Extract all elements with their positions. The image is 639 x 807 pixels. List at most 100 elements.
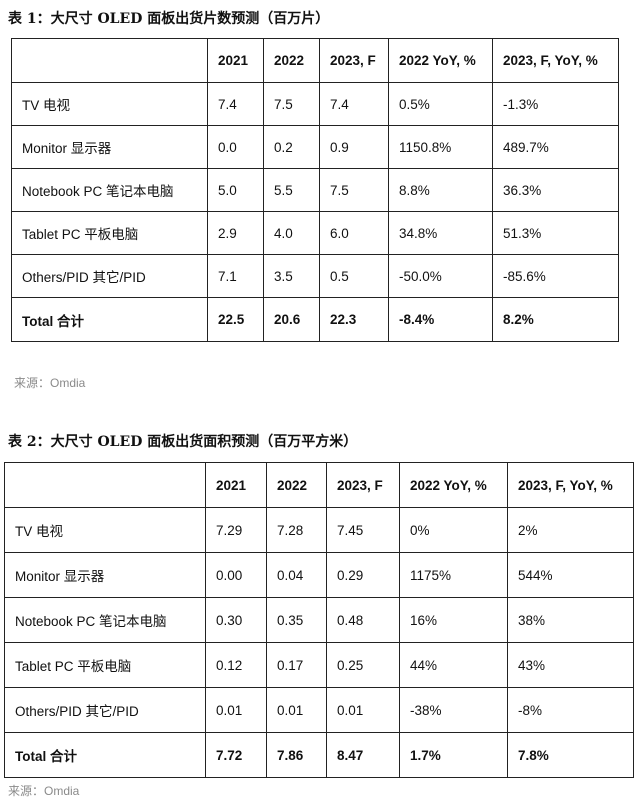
table-row: Tablet PC 平板电脑 0.12 0.17 0.25 44% 43% bbox=[4, 642, 634, 688]
table-cell: 0.5% bbox=[388, 82, 493, 126]
table1-source: 来源：Omdia bbox=[14, 376, 86, 390]
table-cell: 0.01 bbox=[326, 687, 400, 733]
table-total-row: Total 合计 22.5 20.6 22.3 -8.4% 8.2% bbox=[11, 297, 619, 342]
table-cell: 51.3% bbox=[492, 211, 619, 255]
header-cell: 2023, F bbox=[319, 38, 389, 83]
table-row: Monitor 显示器 0.00 0.04 0.29 1175% 544% bbox=[4, 552, 634, 598]
table1-caption: 表 1：大尺寸 OLED 面板出货片数预测（百万片） bbox=[8, 11, 330, 27]
table-cell: 0.30 bbox=[205, 597, 267, 643]
table-cell: 0% bbox=[399, 507, 508, 553]
row-label: Tablet PC 平板电脑 bbox=[4, 642, 206, 688]
table-cell: 2% bbox=[507, 507, 634, 553]
table-cell: 8.8% bbox=[388, 168, 493, 212]
header-cell bbox=[11, 38, 208, 83]
table-cell: 7.28 bbox=[266, 507, 327, 553]
header-cell: 2023, F bbox=[326, 462, 400, 508]
table-cell: 0.01 bbox=[205, 687, 267, 733]
row-label: Notebook PC 笔记本电脑 bbox=[4, 597, 206, 643]
table-row: TV 电视 7.4 7.5 7.4 0.5% -1.3% bbox=[11, 82, 619, 126]
header-cell: 2023, F, YoY, % bbox=[507, 462, 634, 508]
table-cell: 1175% bbox=[399, 552, 508, 598]
table-cell: 0.01 bbox=[266, 687, 327, 733]
total-cell: 22.3 bbox=[319, 297, 389, 342]
total-cell: 8.2% bbox=[492, 297, 619, 342]
table-row: Others/PID 其它/PID 0.01 0.01 0.01 -38% -8… bbox=[4, 687, 634, 733]
table-cell: 0.48 bbox=[326, 597, 400, 643]
total-cell: -8.4% bbox=[388, 297, 493, 342]
table-header-row: 2021 2022 2023, F 2022 YoY, % 2023, F, Y… bbox=[4, 462, 634, 508]
table-cell: 0.25 bbox=[326, 642, 400, 688]
table-cell: -38% bbox=[399, 687, 508, 733]
table-cell: 7.5 bbox=[263, 82, 320, 126]
table-cell: 1150.8% bbox=[388, 125, 493, 169]
total-cell: 7.8% bbox=[507, 732, 634, 778]
table-row: Notebook PC 笔记本电脑 0.30 0.35 0.48 16% 38% bbox=[4, 597, 634, 643]
table-cell: 5.0 bbox=[207, 168, 264, 212]
table-cell: 544% bbox=[507, 552, 634, 598]
row-label: Notebook PC 笔记本电脑 bbox=[11, 168, 208, 212]
table-cell: 7.29 bbox=[205, 507, 267, 553]
table-cell: 0.35 bbox=[266, 597, 327, 643]
table-header-row: 2021 2022 2023, F 2022 YoY, % 2023, F, Y… bbox=[11, 38, 619, 83]
row-label: Others/PID 其它/PID bbox=[11, 254, 208, 298]
header-cell: 2022 bbox=[263, 38, 320, 83]
table-cell: 0.12 bbox=[205, 642, 267, 688]
header-cell: 2021 bbox=[207, 38, 264, 83]
row-label: TV 电视 bbox=[11, 82, 208, 126]
table-cell: 0.9 bbox=[319, 125, 389, 169]
table-cell: 7.5 bbox=[319, 168, 389, 212]
row-label: Tablet PC 平板电脑 bbox=[11, 211, 208, 255]
header-cell: 2023, F, YoY, % bbox=[492, 38, 619, 83]
table-cell: -1.3% bbox=[492, 82, 619, 126]
table-cell: 38% bbox=[507, 597, 634, 643]
total-label: Total 合计 bbox=[11, 297, 208, 342]
table-cell: 2.9 bbox=[207, 211, 264, 255]
total-cell: 22.5 bbox=[207, 297, 264, 342]
total-cell: 8.47 bbox=[326, 732, 400, 778]
table2-shipment-area: 2021 2022 2023, F 2022 YoY, % 2023, F, Y… bbox=[4, 462, 634, 778]
table-cell: 44% bbox=[399, 642, 508, 688]
table2-caption: 表 2：大尺寸 OLED 面板出货面积预测（百万平方米） bbox=[8, 434, 358, 450]
header-cell: 2021 bbox=[205, 462, 267, 508]
table1-shipment-units: 2021 2022 2023, F 2022 YoY, % 2023, F, Y… bbox=[11, 38, 619, 342]
header-cell: 2022 bbox=[266, 462, 327, 508]
table-cell: 7.1 bbox=[207, 254, 264, 298]
table-cell: -85.6% bbox=[492, 254, 619, 298]
row-label: Others/PID 其它/PID bbox=[4, 687, 206, 733]
total-label: Total 合计 bbox=[4, 732, 206, 778]
table-cell: 43% bbox=[507, 642, 634, 688]
table-cell: 16% bbox=[399, 597, 508, 643]
table-cell: 5.5 bbox=[263, 168, 320, 212]
table-cell: 7.4 bbox=[319, 82, 389, 126]
table-row: TV 电视 7.29 7.28 7.45 0% 2% bbox=[4, 507, 634, 553]
header-cell: 2022 YoY, % bbox=[388, 38, 493, 83]
table-row: Notebook PC 笔记本电脑 5.0 5.5 7.5 8.8% 36.3% bbox=[11, 168, 619, 212]
table-cell: 4.0 bbox=[263, 211, 320, 255]
table-total-row: Total 合计 7.72 7.86 8.47 1.7% 7.8% bbox=[4, 732, 634, 778]
table-cell: 36.3% bbox=[492, 168, 619, 212]
header-cell: 2022 YoY, % bbox=[399, 462, 508, 508]
table-cell: 0.0 bbox=[207, 125, 264, 169]
row-label: Monitor 显示器 bbox=[4, 552, 206, 598]
table-cell: -8% bbox=[507, 687, 634, 733]
table-cell: 0.29 bbox=[326, 552, 400, 598]
table-cell: 0.5 bbox=[319, 254, 389, 298]
total-cell: 1.7% bbox=[399, 732, 508, 778]
table-cell: 6.0 bbox=[319, 211, 389, 255]
total-cell: 7.86 bbox=[266, 732, 327, 778]
table2-source: 来源：Omdia bbox=[8, 784, 80, 798]
row-label: Monitor 显示器 bbox=[11, 125, 208, 169]
table-cell: 7.4 bbox=[207, 82, 264, 126]
row-label: TV 电视 bbox=[4, 507, 206, 553]
table-cell: 7.45 bbox=[326, 507, 400, 553]
table-cell: -50.0% bbox=[388, 254, 493, 298]
table-row: Monitor 显示器 0.0 0.2 0.9 1150.8% 489.7% bbox=[11, 125, 619, 169]
table-cell: 3.5 bbox=[263, 254, 320, 298]
table-cell: 0.17 bbox=[266, 642, 327, 688]
table-cell: 0.04 bbox=[266, 552, 327, 598]
table-cell: 0.2 bbox=[263, 125, 320, 169]
table-cell: 0.00 bbox=[205, 552, 267, 598]
table-row: Tablet PC 平板电脑 2.9 4.0 6.0 34.8% 51.3% bbox=[11, 211, 619, 255]
table-row: Others/PID 其它/PID 7.1 3.5 0.5 -50.0% -85… bbox=[11, 254, 619, 298]
total-cell: 20.6 bbox=[263, 297, 320, 342]
